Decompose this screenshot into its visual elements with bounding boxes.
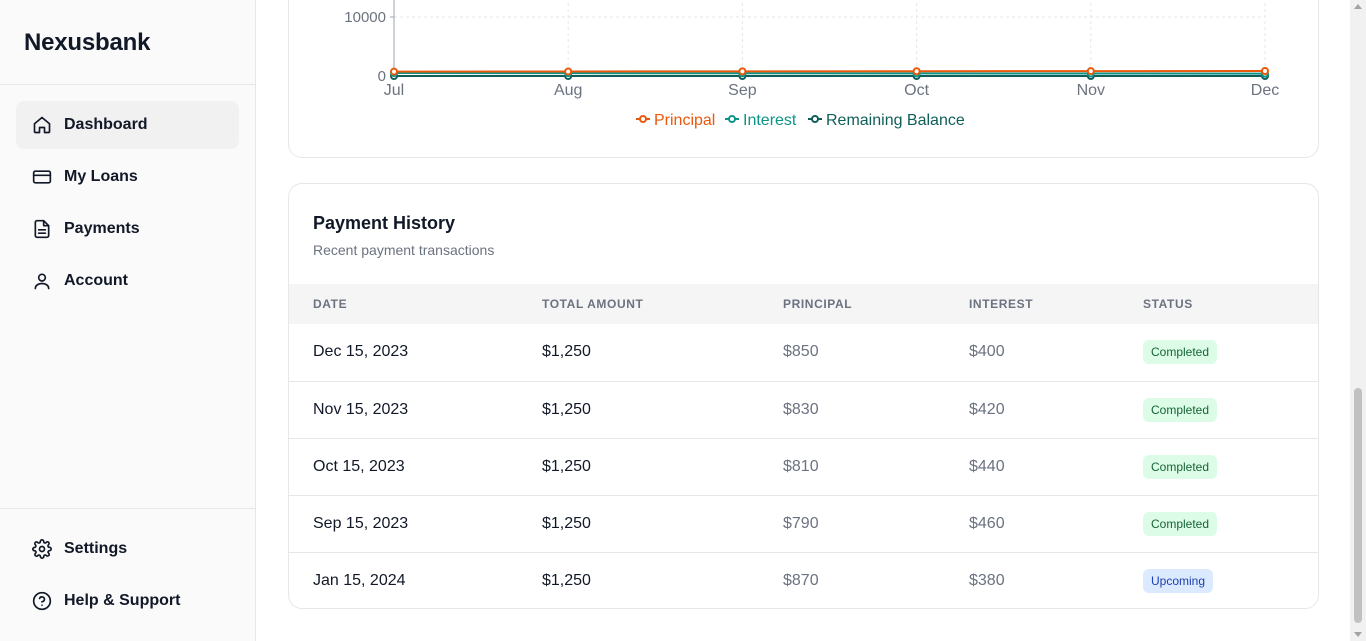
sidebar-item-label: Settings — [64, 540, 128, 557]
interest-cell: $400 — [969, 343, 1005, 361]
sidebar-item-label: Account — [64, 272, 128, 289]
x-tick-label: Aug — [554, 82, 582, 99]
user-icon — [32, 271, 52, 291]
principal-cell: $830 — [783, 400, 819, 418]
data-point[interactable] — [912, 67, 921, 76]
table-row: Jan 15, 2024 $1,250 $870 $380 Upcoming — [289, 552, 1318, 608]
card-subtitle: Recent payment transactions — [313, 242, 495, 258]
column-header-total-amount: TOTAL AMOUNT — [542, 297, 644, 311]
y-tick-label: 10000 — [344, 9, 386, 26]
sidebar-item-label: Dashboard — [64, 116, 148, 133]
payment-history-card: Payment History Recent payment transacti… — [288, 183, 1319, 609]
status-cell: Completed — [1119, 438, 1318, 495]
data-point[interactable] — [1086, 67, 1095, 76]
divider — [0, 508, 255, 509]
sidebar-item-label: My Loans — [64, 168, 138, 185]
column-header-interest: INTEREST — [969, 297, 1034, 311]
table-row: Dec 15, 2023 $1,250 $850 $400 Completed — [289, 324, 1318, 381]
home-icon — [32, 115, 52, 135]
sidebar-item-label: Help & Support — [64, 592, 181, 609]
interest-cell: $380 — [969, 571, 1005, 589]
sidebar-item-help-support[interactable]: Help & Support — [16, 577, 239, 625]
table-row: Oct 15, 2023 $1,250 $810 $440 Completed — [289, 438, 1318, 495]
data-point[interactable] — [1261, 66, 1269, 75]
date-cell: Jan 15, 2024 — [313, 571, 406, 589]
y-tick-label: 0 — [378, 68, 386, 85]
scroll-thumb[interactable] — [1354, 388, 1362, 623]
column-header-date: DATE — [313, 297, 348, 311]
sidebar-item-account[interactable]: Account — [16, 257, 239, 305]
date-cell: Nov 15, 2023 — [313, 400, 409, 418]
status-cell: Upcoming — [1119, 552, 1318, 608]
sidebar-bottom-nav: Settings Help & Support — [16, 525, 239, 629]
total-amount-cell: $1,250 — [542, 571, 591, 589]
legend-marker-icon — [728, 115, 736, 123]
date-cell: Sep 15, 2023 — [313, 514, 409, 532]
legend-entry[interactable]: Interest — [743, 112, 797, 129]
column-header-principal: PRINCIPAL — [783, 297, 853, 311]
document-icon — [32, 219, 52, 239]
data-point[interactable] — [390, 67, 398, 76]
main-content: 10000 0 Jul Aug Sep Oct Nov Dec Principal Interes… — [256, 0, 1350, 641]
series-line-interest — [393, 72, 1266, 75]
sidebar-nav: Dashboard My Loans Payments Account — [16, 101, 239, 309]
date-cell: Dec 15, 2023 — [313, 343, 409, 361]
credit-card-icon — [32, 167, 52, 187]
x-tick-label: Jul — [384, 82, 404, 99]
status-badge: Completed — [1143, 454, 1218, 479]
sidebar-item-dashboard[interactable]: Dashboard — [16, 101, 239, 149]
status-badge: Completed — [1143, 340, 1218, 365]
sidebar-item-my-loans[interactable]: My Loans — [16, 153, 239, 201]
status-badge: Upcoming — [1143, 568, 1214, 593]
total-amount-cell: $1,250 — [542, 400, 591, 418]
series-line-principal — [393, 69, 1266, 73]
principal-cell: $850 — [783, 343, 819, 361]
status-badge: Completed — [1143, 511, 1218, 536]
interest-cell: $420 — [969, 400, 1005, 418]
interest-cell: $440 — [969, 457, 1005, 475]
status-badge: Completed — [1143, 397, 1218, 422]
table-row: Nov 15, 2023 $1,250 $830 $420 Completed — [289, 381, 1318, 438]
total-amount-cell: $1,250 — [542, 457, 591, 475]
table-header-row: DATE TOTAL AMOUNT PRINCIPAL INTEREST STA… — [289, 284, 1318, 324]
status-cell: Completed — [1119, 324, 1318, 381]
page-scrollbar[interactable] — [1350, 0, 1366, 641]
legend-entry[interactable]: Principal — [654, 112, 715, 129]
total-amount-cell: $1,250 — [542, 343, 591, 361]
table-row: Sep 15, 2023 $1,250 $790 $460 Completed — [289, 495, 1318, 552]
sidebar-item-label: Payments — [64, 220, 140, 237]
date-cell: Oct 15, 2023 — [313, 457, 405, 475]
status-cell: Completed — [1119, 495, 1318, 552]
payment-history-table: DATE TOTAL AMOUNT PRINCIPAL INTEREST STA… — [289, 284, 1318, 608]
data-point[interactable] — [564, 67, 573, 76]
legend-entry[interactable]: Remaining Balance — [826, 112, 965, 129]
x-tick-label: Dec — [1251, 82, 1279, 99]
sidebar-item-payments[interactable]: Payments — [16, 205, 239, 253]
data-point[interactable] — [738, 67, 747, 76]
status-cell: Completed — [1119, 381, 1318, 438]
x-tick-label: Oct — [904, 82, 929, 99]
gear-icon — [32, 539, 52, 559]
principal-cell: $790 — [783, 514, 819, 532]
brand-logo: Nexusbank — [24, 29, 151, 56]
total-amount-cell: $1,250 — [542, 514, 591, 532]
scroll-up-arrow-icon[interactable] — [1354, 4, 1362, 9]
sidebar: Nexusbank Dashboard My Loans Payments Ac… — [0, 0, 256, 641]
interest-cell: $460 — [969, 514, 1005, 532]
x-tick-label: Nov — [1077, 82, 1105, 99]
legend-marker-icon — [811, 115, 819, 123]
card-title: Payment History — [313, 213, 456, 233]
scroll-down-arrow-icon[interactable] — [1354, 632, 1362, 637]
payment-breakdown-chart-card: 10000 0 Jul Aug Sep Oct Nov Dec Principal Interes… — [288, 0, 1319, 158]
x-tick-label: Sep — [728, 82, 757, 99]
sidebar-item-settings[interactable]: Settings — [16, 525, 239, 573]
principal-cell: $870 — [783, 571, 819, 589]
column-header-status: STATUS — [1143, 297, 1193, 311]
help-circle-icon — [32, 591, 52, 611]
principal-cell: $810 — [783, 457, 819, 475]
legend-marker-icon — [639, 115, 647, 123]
divider — [0, 84, 255, 85]
